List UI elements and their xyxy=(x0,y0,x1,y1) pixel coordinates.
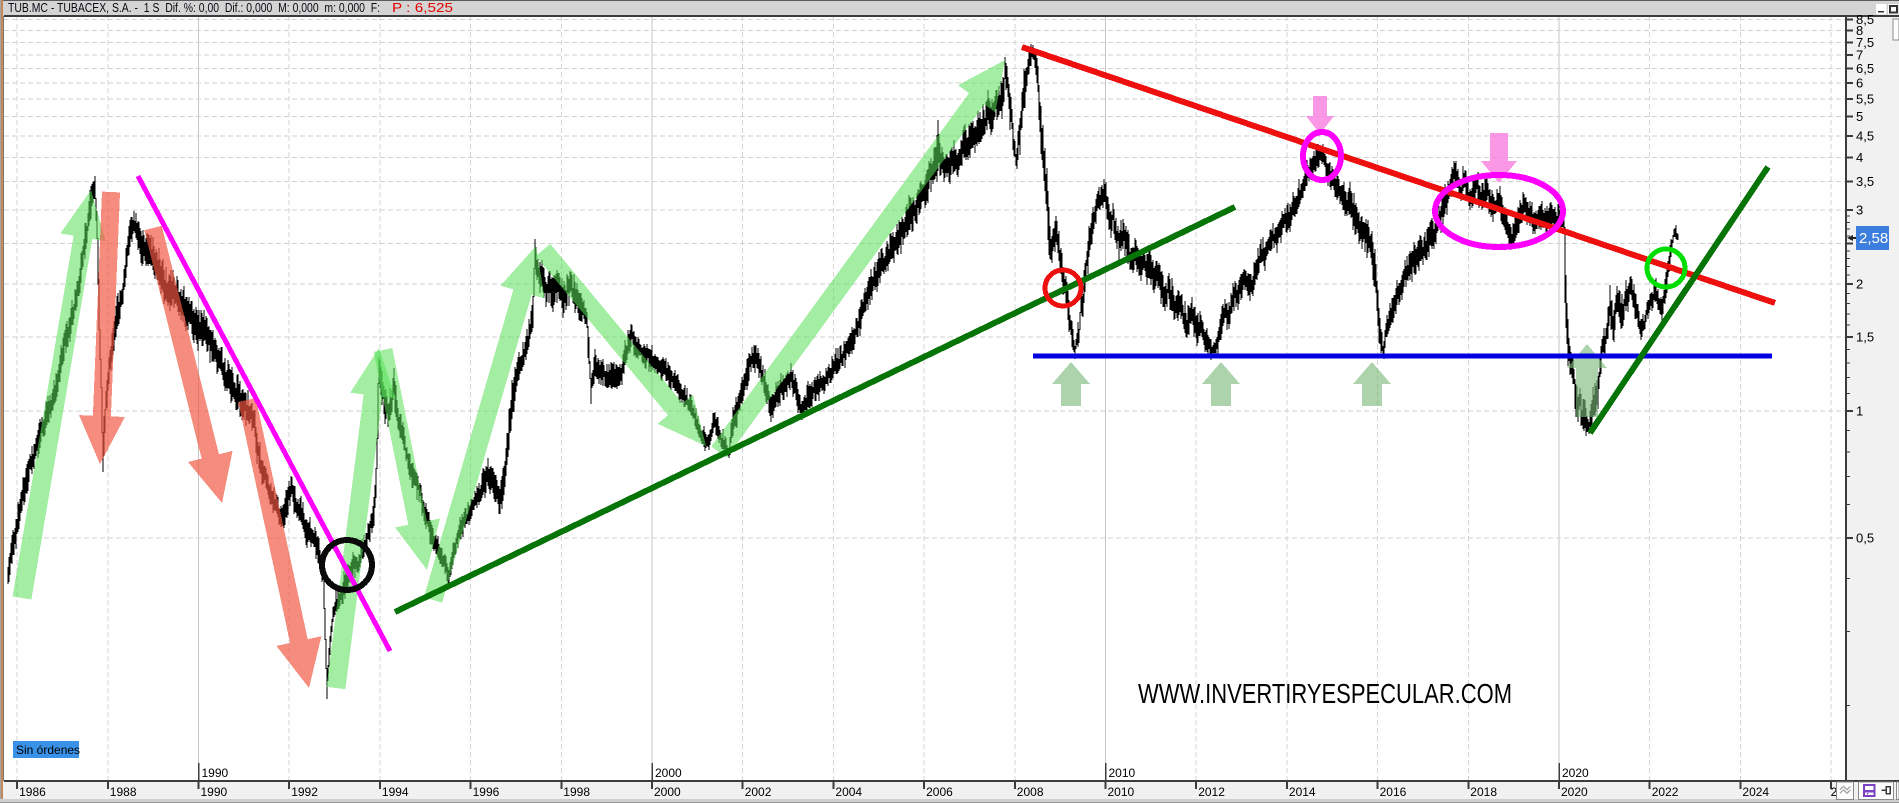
svg-text:6: 6 xyxy=(1856,76,1863,91)
svg-text:2020: 2020 xyxy=(1561,785,1588,799)
svg-text:8,5: 8,5 xyxy=(1856,12,1874,27)
svg-text:2006: 2006 xyxy=(926,785,953,799)
svg-text:7: 7 xyxy=(1856,47,1863,62)
svg-text:1992: 1992 xyxy=(291,785,318,799)
svg-text:4: 4 xyxy=(1856,150,1863,165)
svg-text:5: 5 xyxy=(1856,109,1863,124)
svg-text:Sin órdenes: Sin órdenes xyxy=(16,743,80,757)
svg-text:2012: 2012 xyxy=(1198,785,1225,799)
svg-text:1996: 1996 xyxy=(473,785,500,799)
svg-text:1994: 1994 xyxy=(382,785,409,799)
svg-text:2000: 2000 xyxy=(655,766,682,780)
svg-text:1986: 1986 xyxy=(19,785,46,799)
svg-text:2000: 2000 xyxy=(654,785,681,799)
svg-text:7,5: 7,5 xyxy=(1856,35,1874,50)
svg-text:WWW.INVERTIRYESPECULAR.COM: WWW.INVERTIRYESPECULAR.COM xyxy=(1138,678,1512,709)
svg-text:2002: 2002 xyxy=(745,785,772,799)
svg-text:TUB.MC - TUBACEX, S.A. - 1 S: TUB.MC - TUBACEX, S.A. - 1 S Dif. %: 0,0… xyxy=(8,0,380,15)
svg-text:2018: 2018 xyxy=(1470,785,1497,799)
svg-text:0,5: 0,5 xyxy=(1856,530,1874,545)
svg-text:8: 8 xyxy=(1856,23,1863,38)
svg-text:1998: 1998 xyxy=(563,785,590,799)
svg-text:2010: 2010 xyxy=(1108,785,1135,799)
svg-text:2,58: 2,58 xyxy=(1859,230,1888,247)
svg-text:2014: 2014 xyxy=(1289,785,1316,799)
svg-text:1990: 1990 xyxy=(202,766,229,780)
svg-text:P : 6,525: P : 6,525 xyxy=(392,0,453,15)
svg-text:3,5: 3,5 xyxy=(1856,174,1874,189)
svg-text:6,5: 6,5 xyxy=(1856,61,1874,76)
svg-text:1990: 1990 xyxy=(201,785,228,799)
svg-text:4,5: 4,5 xyxy=(1856,128,1874,143)
svg-text:3: 3 xyxy=(1856,203,1863,218)
svg-text:2: 2 xyxy=(1856,277,1863,292)
svg-text:2016: 2016 xyxy=(1380,785,1407,799)
svg-text:2024: 2024 xyxy=(1742,785,1769,799)
svg-text:2010: 2010 xyxy=(1109,766,1136,780)
svg-text:1988: 1988 xyxy=(110,785,137,799)
svg-text:2004: 2004 xyxy=(835,785,862,799)
svg-text:2020: 2020 xyxy=(1562,766,1589,780)
svg-text:2: 2 xyxy=(1831,785,1838,799)
svg-text:2008: 2008 xyxy=(1017,785,1044,799)
svg-text:1: 1 xyxy=(1856,404,1863,419)
svg-text:1,5: 1,5 xyxy=(1856,329,1874,344)
svg-text:2022: 2022 xyxy=(1652,785,1679,799)
svg-text:5,5: 5,5 xyxy=(1856,92,1874,107)
